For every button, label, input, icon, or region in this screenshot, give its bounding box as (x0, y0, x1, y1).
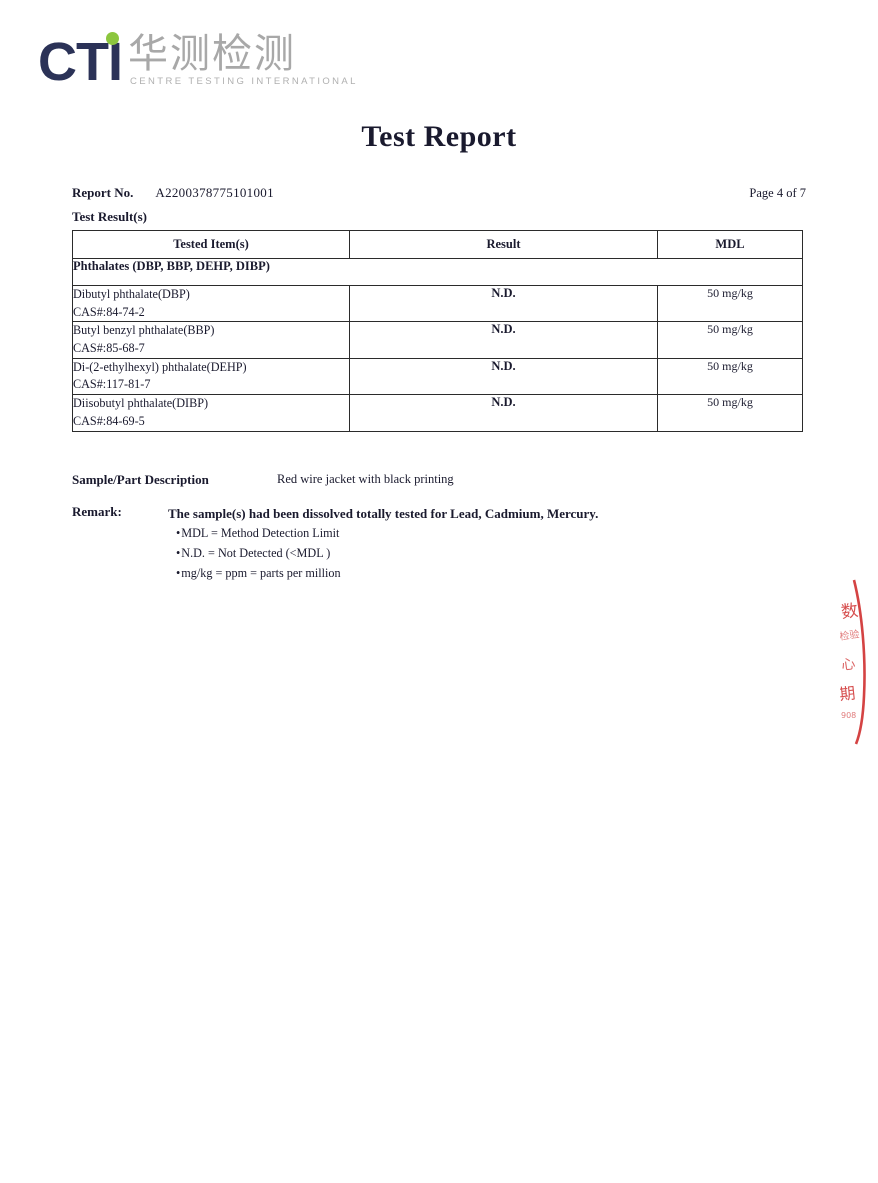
table-row: Diisobutyl phthalate(DIBP) CAS#:84-69-5 … (72, 394, 803, 432)
report-meta-row: Report No. A2200378775101001 Page 4 of 7 (72, 185, 806, 201)
logo-cti-mark: CTI (38, 32, 128, 89)
report-number-value: A2200378775101001 (155, 185, 274, 200)
tested-item-cell: Di-(2-ethylhexyl) phthalate(DEHP) CAS#:1… (72, 357, 350, 396)
tested-item-cell: Butyl benzyl phthalate(BBP) CAS#:85-68-7 (72, 321, 350, 359)
remark-note-text: mg/kg = ppm = parts per million (181, 565, 341, 580)
tested-item-cell: Diisobutyl phthalate(DIBP) CAS#:84-69-5 (72, 394, 350, 432)
table-header-row: Tested Item(s) Result MDL (72, 230, 803, 259)
item-cas-number: CAS#:85-68-7 (73, 341, 145, 356)
item-name: Diisobutyl phthalate(DIBP) (73, 396, 209, 411)
report-number-group: Report No. A2200378775101001 (72, 185, 274, 201)
test-results-table: Tested Item(s) Result MDL Phthalates (DB… (72, 230, 803, 432)
table-header: Tested Item(s) Result MDL (72, 230, 803, 259)
column-header-result: Result (349, 230, 658, 259)
item-name: Dibutyl phthalate(DBP) (73, 287, 190, 301)
logo-tagline: CENTRE TESTING INTERNATIONAL (130, 76, 358, 87)
result-value: N.D. (349, 321, 658, 359)
logo-text-group: 华测检测 CENTRE TESTING INTERNATIONAL (128, 33, 358, 89)
svg-text:908: 908 (841, 711, 856, 720)
column-header-mdl: MDL (657, 230, 803, 259)
mdl-value: 50 mg/kg (657, 394, 803, 432)
table-category-row: Phthalates (DBP, BBP, DEHP, DIBP) (72, 258, 803, 286)
logo-chinese-name: 华测检测 (128, 31, 296, 77)
result-value: N.D. (349, 357, 658, 396)
bullet-icon: • (176, 565, 181, 580)
category-label-phthalates: Phthalates (DBP, BBP, DEHP, DIBP) (72, 258, 803, 286)
table-row: Butyl benzyl phthalate(BBP) CAS#:85-68-7… (72, 321, 803, 359)
item-name: Di-(2-ethylhexyl) phthalate(DEHP) (73, 359, 247, 374)
remark-main-text: The sample(s) had been dissolved totally… (168, 506, 599, 521)
item-name: Butyl benzyl phthalate(BBP) (73, 323, 215, 338)
sample-description-value: Red wire jacket with black printing (277, 472, 454, 486)
remark-lines: The sample(s) had been dissolved totally… (168, 504, 806, 583)
item-cas-number: CAS#:84-69-5 (73, 413, 145, 428)
item-cas-number: CAS#:84-74-2 (73, 304, 145, 319)
sample-description-row: Sample/Part Description Red wire jacket … (72, 472, 806, 488)
tested-item-cell: Dibutyl phthalate(DBP) CAS#:84-74-2 (72, 284, 350, 323)
logo-green-dot-icon (106, 32, 119, 45)
svg-text:检验: 检验 (840, 627, 860, 643)
remark-note: •mg/kg = ppm = parts per million (168, 564, 806, 584)
result-value: N.D. (349, 394, 658, 432)
red-seal-stamp: 数 检验 心 期 908 (840, 578, 878, 746)
company-logo: CTI 华测检测 CENTRE TESTING INTERNATIONAL (38, 32, 358, 89)
remark-note-text: MDL = Method Detection Limit (181, 526, 340, 541)
test-results-heading: Test Result(s) (72, 209, 147, 224)
item-cas-number: CAS#:117-81-7 (73, 377, 151, 392)
table-row: Di-(2-ethylhexyl) phthalate(DEHP) CAS#:1… (72, 357, 803, 396)
sample-description-label: Sample/Part Description (72, 472, 209, 487)
svg-text:数: 数 (840, 601, 860, 623)
svg-text:期: 期 (840, 683, 856, 704)
remark-label: Remark: (72, 504, 122, 519)
red-seal-icon: 数 检验 心 期 908 (840, 579, 866, 745)
mdl-value: 50 mg/kg (657, 284, 803, 323)
table-row: Dibutyl phthalate(DBP) CAS#:84-74-2 N.D.… (72, 284, 803, 323)
table-body: Phthalates (DBP, BBP, DEHP, DIBP) Dibuty… (72, 258, 803, 432)
remark-note: •MDL = Method Detection Limit (168, 524, 806, 544)
mdl-value: 50 mg/kg (657, 321, 803, 359)
result-value: N.D. (349, 284, 658, 323)
page-title: Test Report (361, 120, 517, 153)
column-header-tested-item: Tested Item(s) (72, 230, 350, 259)
bullet-icon: • (176, 545, 181, 560)
report-number-label: Report No. (72, 185, 134, 200)
remark-note-text: N.D. = Not Detected (<MDL ) (181, 545, 331, 560)
svg-text:心: 心 (840, 656, 856, 674)
bullet-icon: • (176, 526, 181, 541)
page-indicator: Page 4 of 7 (749, 186, 806, 200)
remark-block: Remark: The sample(s) had been dissolved… (72, 504, 806, 583)
mdl-value: 50 mg/kg (657, 357, 803, 396)
remark-note: •N.D. = Not Detected (<MDL ) (168, 544, 806, 564)
